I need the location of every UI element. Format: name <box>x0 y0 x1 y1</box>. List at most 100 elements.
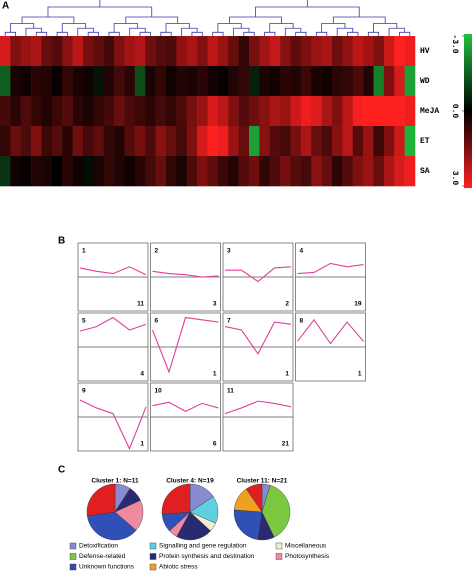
heatmap-cell <box>10 126 22 157</box>
heatmap-cell <box>332 36 343 67</box>
heatmap-cell <box>259 66 271 97</box>
dendrogram <box>212 31 224 36</box>
legend-label: Signalling and gene regulation <box>159 543 247 550</box>
cluster-id: 5 <box>82 318 86 325</box>
heatmap-cell <box>373 36 385 67</box>
pie-title: Cluster 1: N=11 <box>91 478 139 485</box>
heatmap-cell <box>155 156 167 187</box>
heatmap-cell <box>31 126 42 157</box>
heatmap-cell <box>176 66 188 97</box>
cluster-mean-line <box>297 262 364 275</box>
heatmap-cell <box>124 36 136 67</box>
heatmap-cell <box>155 126 167 157</box>
heatmap-cell <box>383 96 395 127</box>
heatmap-cell <box>51 96 63 127</box>
cluster-count: 1 <box>358 371 362 378</box>
heatmap-cell <box>124 126 136 157</box>
legend-label: Miscellaneous <box>285 543 327 550</box>
heatmap-cell <box>217 36 229 67</box>
heatmap-cell <box>10 66 22 97</box>
heatmap-cell <box>10 96 22 127</box>
cluster-mean-line <box>151 316 219 374</box>
heatmap-cell <box>20 156 32 187</box>
heatmap-cell <box>93 96 105 127</box>
heatmap-cell <box>186 36 198 67</box>
heatmap-cell <box>31 96 42 127</box>
cluster-count: 4 <box>140 371 144 378</box>
heatmap-cell <box>300 126 312 157</box>
heatmap-cell <box>176 36 188 67</box>
pie-slice <box>233 509 263 540</box>
pie-slice <box>86 483 116 517</box>
heatmap-cell <box>176 96 188 127</box>
heatmap-cell <box>259 36 271 67</box>
heatmap-cell <box>394 96 405 127</box>
heatmap-cell <box>20 96 32 127</box>
dendrogram <box>99 0 308 7</box>
heatmap-cell <box>166 66 177 97</box>
cluster-count: 3 <box>213 301 217 308</box>
heatmap-cell <box>394 66 405 97</box>
heatmap-cell <box>51 36 63 67</box>
dendrogram <box>229 16 282 24</box>
cluster-id: 6 <box>155 318 159 325</box>
heatmap-cell <box>228 66 239 97</box>
heatmap-cell <box>249 96 260 127</box>
dendrogram <box>47 6 153 17</box>
heatmap-cell <box>124 156 136 187</box>
legend-swatch <box>149 542 157 550</box>
heatmap-cell <box>404 96 416 127</box>
heatmap-cell <box>290 36 302 67</box>
cluster-mean-line <box>152 401 219 412</box>
heatmap-cell <box>103 96 115 127</box>
heatmap-cell <box>51 126 63 157</box>
heatmap-cell <box>249 126 260 157</box>
heatmap-cell <box>103 156 115 187</box>
heatmap-cell <box>290 96 302 127</box>
heatmap-cell <box>321 156 333 187</box>
heatmap-cell <box>134 96 146 127</box>
heatmap-cell <box>311 66 322 97</box>
heatmap-cell <box>114 66 125 97</box>
heatmap-cell <box>342 96 354 127</box>
pie-title: Cluster 11: N=21 <box>237 478 288 485</box>
dendrogram <box>87 31 99 36</box>
heatmap-cell <box>186 66 198 97</box>
heatmap-cell <box>352 36 364 67</box>
heatmap-cell <box>373 126 385 157</box>
heatmap-cell <box>31 66 42 97</box>
heatmap-cell <box>155 66 167 97</box>
heatmap-cell <box>363 156 374 187</box>
dendrogram <box>191 31 203 36</box>
heatmap-cell <box>383 126 395 157</box>
dendrogram <box>56 31 68 36</box>
color-bar-label: 0.0 <box>450 104 459 119</box>
pie-slice <box>245 483 263 513</box>
cluster-id: 4 <box>300 248 304 255</box>
heatmap-cell <box>176 126 188 157</box>
heatmap-cell <box>332 96 343 127</box>
dendrogram <box>255 6 360 17</box>
heatmap-cell <box>228 96 239 127</box>
heatmap-cell <box>197 156 208 187</box>
heatmap-cell <box>238 66 250 97</box>
heatmap-cell <box>342 36 354 67</box>
legend-swatch <box>69 553 77 560</box>
heatmap-cell <box>93 126 105 157</box>
cluster-id: 3 <box>227 248 231 255</box>
heatmap-cell <box>83 126 94 157</box>
heatmap-cell <box>83 36 94 67</box>
legend-label: Unknown functions <box>79 564 135 571</box>
heatmap-cell <box>217 96 229 127</box>
heatmap-cell <box>259 156 271 187</box>
heatmap-cell <box>0 126 11 157</box>
cluster-id: 1 <box>82 248 86 255</box>
heatmap-cell <box>134 156 146 187</box>
dendrogram <box>264 31 276 36</box>
cluster-count: 1 <box>285 371 289 378</box>
heatmap-cell <box>0 96 11 127</box>
heatmap-cell <box>62 36 73 67</box>
heatmap-cell <box>269 156 281 187</box>
legend-swatch <box>149 563 157 571</box>
heatmap-cell <box>394 156 405 187</box>
